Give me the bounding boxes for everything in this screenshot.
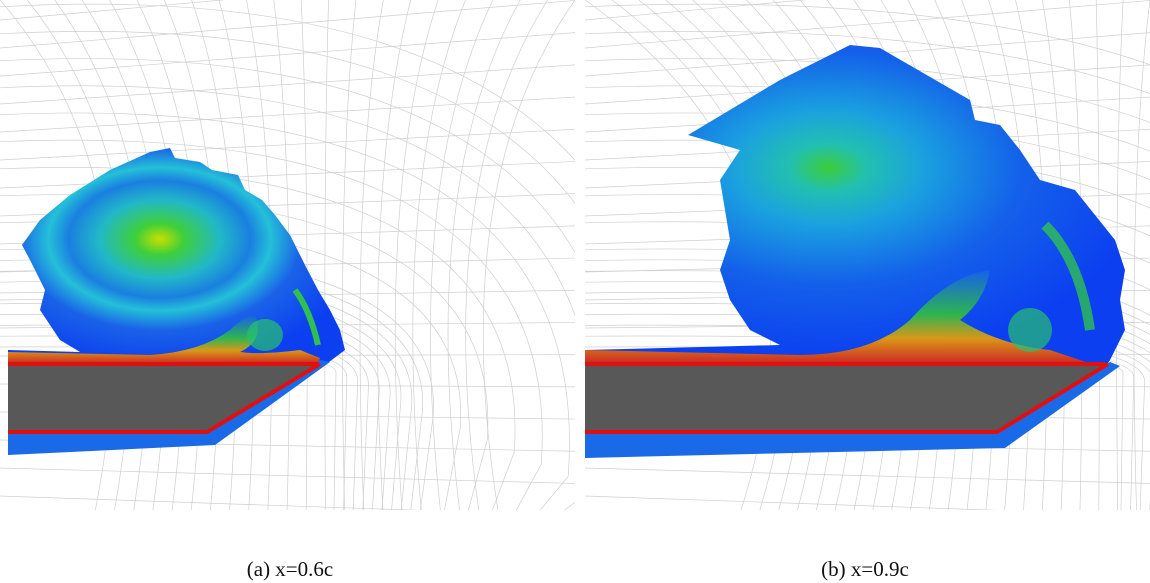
mesh-line xyxy=(413,0,466,510)
mesh-line xyxy=(483,0,575,510)
mesh-line xyxy=(301,0,307,510)
mesh-line xyxy=(430,0,492,510)
mesh-line xyxy=(360,0,383,510)
mesh-line xyxy=(0,161,575,188)
mesh-line xyxy=(0,65,575,104)
vorticity-field xyxy=(8,148,345,365)
mesh-line xyxy=(585,496,1150,516)
caption: (a) x=0.6c xyxy=(247,557,333,581)
secondary-vortex xyxy=(247,319,283,351)
panel-a: (a) x=0.6c xyxy=(8,148,345,581)
page: (a) x=0.6c (b) x=0.9c (() => { const dat… xyxy=(0,0,1150,583)
figure: (a) x=0.6c (b) x=0.9c xyxy=(0,0,1150,583)
mesh-line xyxy=(0,0,575,20)
mesh-line xyxy=(585,0,1150,48)
mesh-line xyxy=(0,97,575,132)
mesh-line xyxy=(0,0,575,48)
mesh-line xyxy=(342,0,356,510)
panel-b: (b) x=0.9c xyxy=(585,45,1125,581)
mesh-line xyxy=(0,129,575,160)
secondary-vortex xyxy=(1008,308,1052,352)
caption: (b) x=0.9c xyxy=(821,557,909,581)
mesh-line xyxy=(466,0,548,510)
mesh-line xyxy=(1134,0,1150,510)
mesh-line xyxy=(585,468,1150,483)
